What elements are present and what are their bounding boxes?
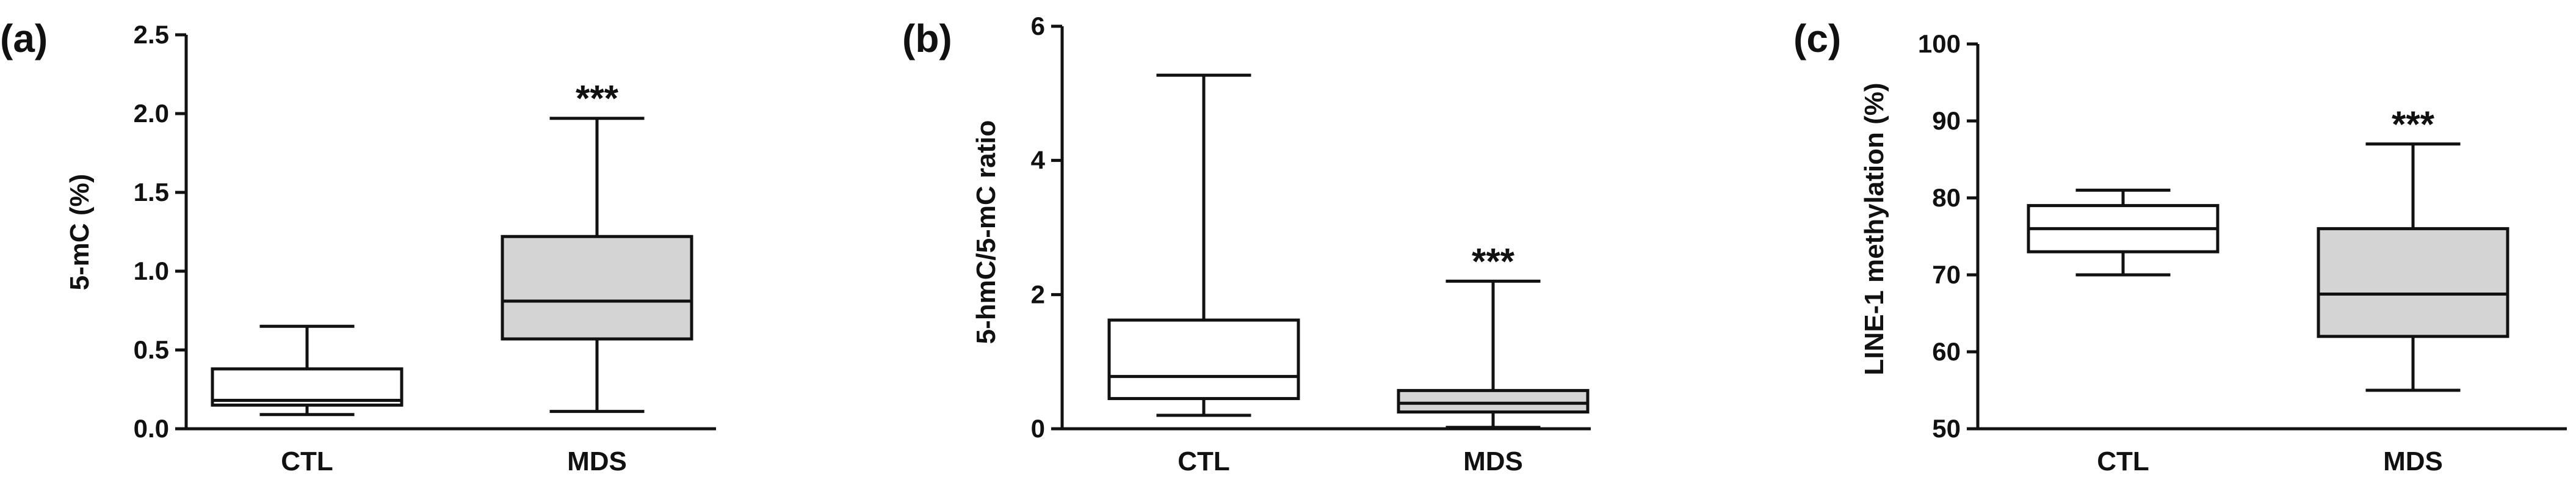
- panel-a-category-ctl: CTL: [281, 446, 333, 476]
- panel-b: (b) 5-hmC/5-mC ratio 0 2 4 6 *** CTL MDS: [902, 12, 1591, 476]
- panel-c-y-tick-label: 60: [1932, 337, 1961, 366]
- panel-c-y-tick-label: 70: [1932, 260, 1961, 289]
- panel-c-y-tick-label: 90: [1932, 106, 1961, 135]
- panel-a-y-ticks: 0.0 0.5 1.0 1.5 2.0 2.5: [134, 20, 186, 443]
- panel-c-mds-significance-label: ***: [2392, 104, 2435, 145]
- panel-b-y-tick-label: 0: [1031, 414, 1045, 443]
- panel-b-mds-significance-label: ***: [1472, 241, 1515, 282]
- panel-c-y-axis-title: LINE-1 methylation (%): [1859, 82, 1889, 375]
- panel-b-ctl-box: [1107, 318, 1300, 401]
- panel-b-mds-box: [1397, 388, 1590, 414]
- panel-a-y-tick-label: 1.0: [134, 257, 169, 285]
- panel-a-y-tick-label: 2.5: [134, 20, 169, 49]
- panel-b-y-tick-label: 4: [1031, 146, 1046, 175]
- panel-a-y-tick-label: 2.0: [134, 99, 169, 128]
- panel-a-mds-box: [501, 235, 693, 341]
- panel-a-boxes: ***: [211, 78, 693, 417]
- panel-c-category-ctl: CTL: [2097, 446, 2149, 476]
- panel-b-category-mds: MDS: [1463, 446, 1523, 476]
- panel-a-y-tick-label: 1.5: [134, 178, 169, 206]
- panel-a-y-tick-label: 0.5: [134, 335, 169, 364]
- panel-b-y-ticks: 0 2 4 6: [1031, 12, 1062, 443]
- panel-b-boxes: ***: [1107, 73, 1590, 429]
- panel-c-y-tick-label: 100: [1918, 29, 1961, 58]
- panel-c-y-tick-label: 50: [1932, 414, 1961, 443]
- panel-b-category-ctl: CTL: [1178, 446, 1230, 476]
- panel-c-label: (c): [1793, 16, 1841, 60]
- panel-b-y-tick-label: 2: [1031, 280, 1045, 308]
- panel-c-boxes: ***: [2027, 104, 2509, 392]
- panel-c-mds-box: [2317, 227, 2509, 338]
- panel-c-category-mds: MDS: [2383, 446, 2443, 476]
- panel-b-y-tick-label: 6: [1031, 12, 1045, 40]
- panel-a-y-tick-label: 0.0: [134, 414, 169, 443]
- panel-a-category-mds: MDS: [567, 446, 627, 476]
- panel-c-y-ticks: 50 60 70 80 90 100: [1918, 29, 1978, 443]
- panel-c-y-tick-label: 80: [1932, 183, 1961, 212]
- panel-c: (c) LINE-1 methylation (%) 50 60 70 80 90 100…: [1793, 16, 2567, 476]
- panel-a: (a) 5-mC (%) 0.00.51.01.52.02.5 *** CTL …: [0, 16, 716, 476]
- panel-b-y-axis-title: 5-hmC/5-mC ratio: [971, 120, 1001, 344]
- panel-a-label: (a): [0, 16, 48, 60]
- panel-a-mds-significance-label: ***: [576, 78, 619, 119]
- panel-b-label: (b): [902, 16, 952, 60]
- panel-a-y-axis-title: 5-mC (%): [65, 174, 95, 291]
